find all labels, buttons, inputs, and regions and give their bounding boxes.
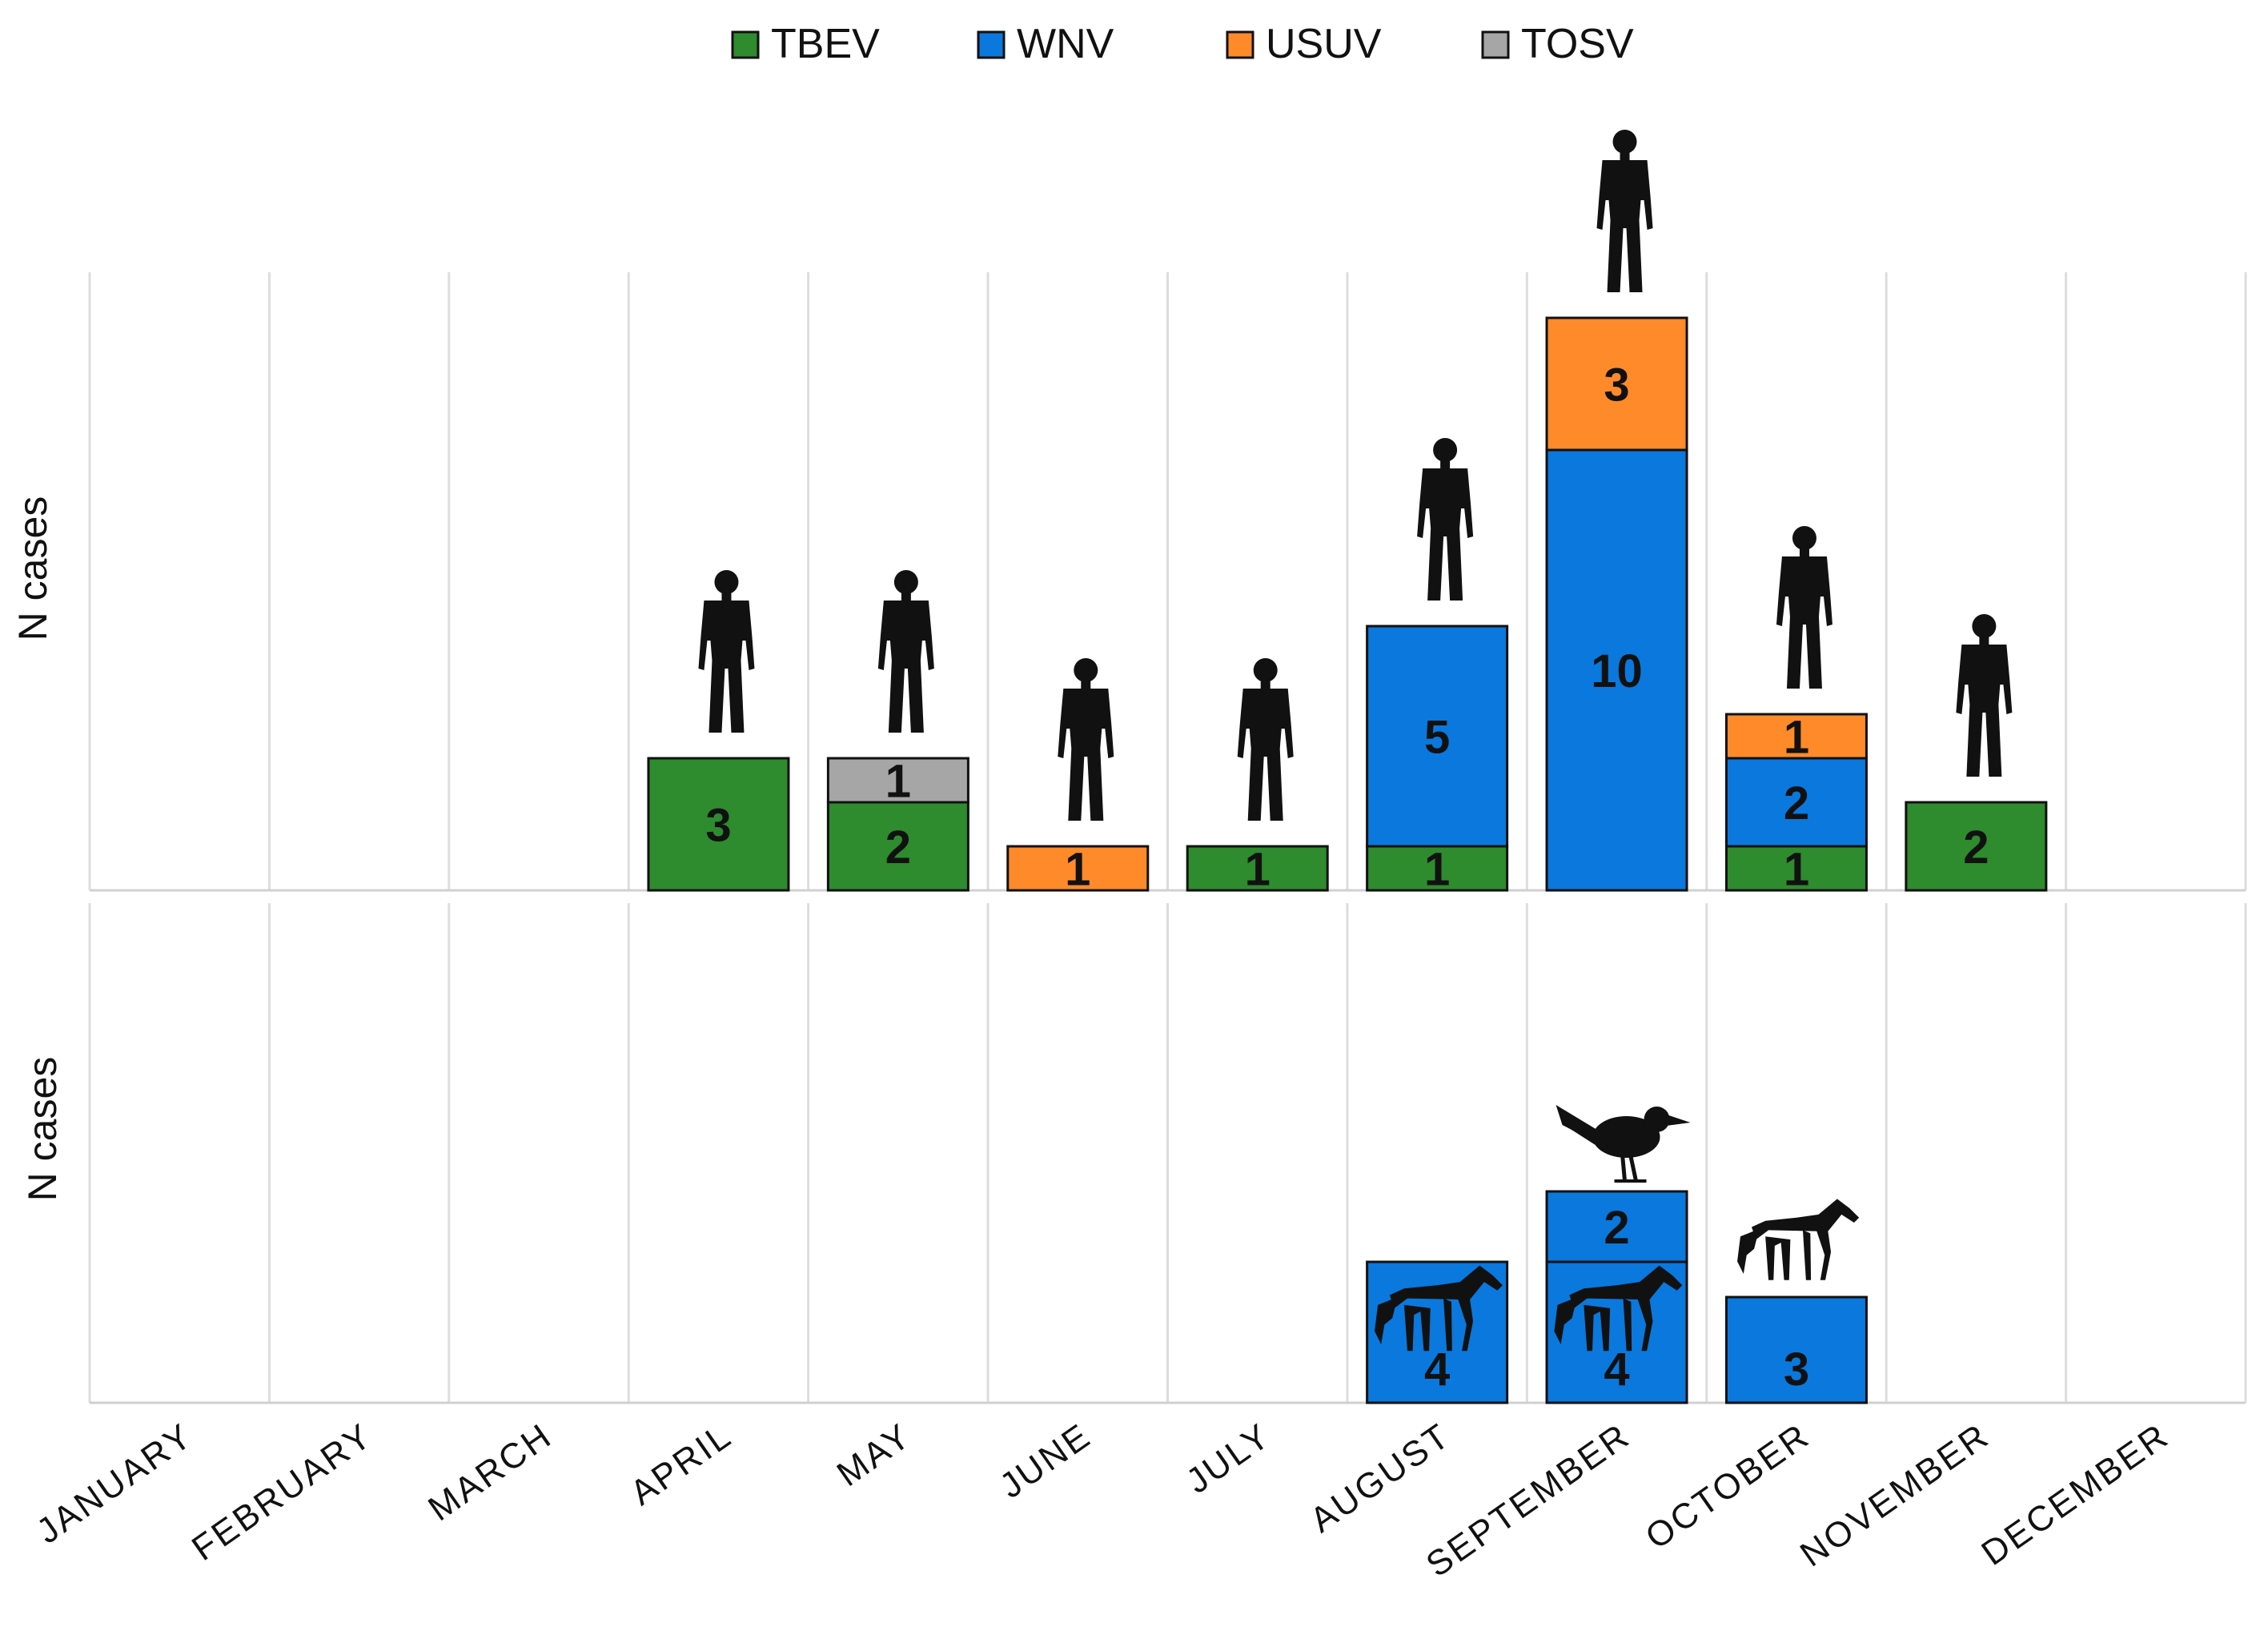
legend-item-usuv: USUV [1226, 21, 1382, 67]
x-tick-label-march: MARCH [421, 1416, 560, 1528]
bar-humans-october-usuv [1724, 713, 1868, 760]
x-tick-label-october: OCTOBER [1639, 1416, 1817, 1557]
x-tick-label-february: FEBRUARY [185, 1416, 379, 1569]
legend-label-usuv: USUV [1266, 21, 1382, 67]
data-label-june-usuv: 1 [1065, 844, 1090, 896]
data-label-october-usuv: 1 [1784, 712, 1809, 764]
human-icon [877, 570, 934, 733]
gridlines [88, 272, 2247, 1404]
data-label-october-wnv: 2 [1784, 777, 1809, 830]
x-tick-label-june: JUNE [993, 1416, 1098, 1506]
legend-label-tbev: TBEV [771, 21, 880, 67]
x-tick-label-april: APRIL [624, 1416, 740, 1513]
bar-humans-may-tosv [826, 757, 969, 804]
legend-item-tosv: TOSV [1481, 21, 1634, 67]
data-labels: 3 2 1 1 1 1 5 10 3 1 2 1 2 4 4 2 3 [705, 360, 1989, 1396]
y-axis-label-animals: N cases [20, 1057, 65, 1202]
legend-item-wnv: WNV [977, 21, 1114, 67]
bar-humans-november-tbev [1905, 801, 2048, 892]
data-label-october-wnv-horses: 3 [1784, 1344, 1809, 1396]
x-tick-label-july: JULY [1179, 1416, 1278, 1501]
bar-animals-august-wnv-horses [1366, 1260, 1509, 1404]
legend-swatch-wnv [977, 30, 1006, 59]
bar-humans-october-wnv [1724, 757, 1868, 848]
x-tick-label-january: JANUARY [30, 1416, 200, 1552]
bar-humans-june-usuv [1006, 845, 1150, 892]
human-icon [1237, 658, 1294, 821]
bird-icon [1556, 1105, 1691, 1181]
human-icon [698, 570, 755, 733]
data-label-august-wnv-horses: 4 [1424, 1344, 1450, 1396]
legend-swatch-usuv [1226, 30, 1254, 59]
x-tick-label-november: NOVEMBER [1793, 1416, 1997, 1574]
human-icon [1417, 438, 1474, 601]
bar-humans-september-usuv [1545, 316, 1688, 452]
bar-humans-october-tbev [1724, 845, 1868, 892]
data-label-august-tbev: 1 [1424, 844, 1450, 896]
human-icon [1596, 130, 1653, 292]
bar-animals-september-wnv-birds [1545, 1190, 1688, 1263]
bar-humans-april-tbev [647, 757, 790, 892]
bar-humans-august-wnv [1366, 625, 1509, 848]
human-icon [1776, 526, 1832, 689]
legend-swatch-tosv [1481, 30, 1510, 59]
data-label-may-tbev: 2 [885, 821, 911, 874]
data-label-august-wnv: 5 [1424, 712, 1450, 764]
bar-humans-september-wnv [1545, 448, 1688, 892]
human-icon [1058, 658, 1114, 821]
x-tick-label-august: AUGUST [1303, 1416, 1458, 1541]
data-label-july-tbev: 1 [1245, 844, 1270, 896]
legend-label-tosv: TOSV [1521, 21, 1634, 67]
data-label-november-tbev: 2 [1963, 821, 1989, 874]
data-label-september-wnv-birds: 2 [1604, 1202, 1629, 1254]
legend: TBEV WNV USUV TOSV [731, 21, 1634, 67]
data-label-october-tbev: 1 [1784, 844, 1809, 896]
x-tick-label-december: DECEMBER [1974, 1416, 2176, 1573]
data-label-april-tbev: 3 [705, 800, 731, 852]
legend-swatch-tbev [731, 30, 760, 59]
legend-label-wnv: WNV [1017, 21, 1114, 67]
data-label-september-usuv: 3 [1604, 360, 1629, 412]
data-label-may-tosv: 1 [885, 756, 911, 808]
bars [647, 316, 2048, 1404]
horse-icon [1737, 1199, 1860, 1280]
bar-humans-july-tbev [1186, 845, 1329, 892]
data-label-september-wnv: 10 [1591, 645, 1643, 697]
y-axis-label-humans: N cases [10, 496, 55, 641]
data-label-september-wnv-horses: 4 [1604, 1344, 1629, 1396]
bar-humans-may-tbev [826, 801, 969, 892]
legend-item-tbev: TBEV [731, 21, 880, 67]
x-tick-label-may: MAY [830, 1416, 919, 1494]
bar-animals-october-wnv-horses [1724, 1295, 1868, 1404]
human-icon [1956, 614, 2013, 777]
